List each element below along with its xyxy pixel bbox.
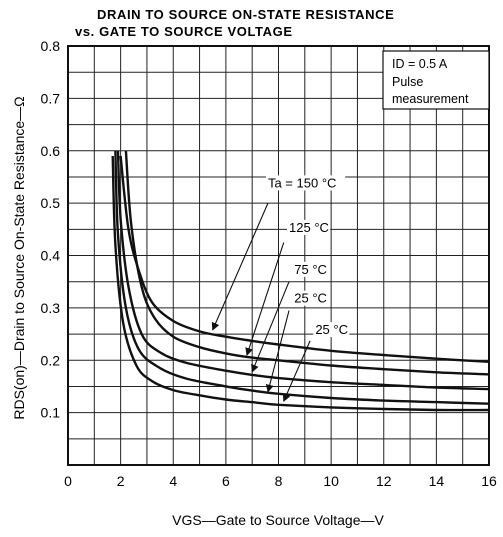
series-group: [111, 150, 490, 412]
annotation-label-bg: [292, 261, 329, 277]
annotations-group: Ta = 150 °C 125 °C 75 °C 25 °C 25 °C: [211, 175, 350, 403]
annotation-label-5: 25 °C: [315, 322, 348, 337]
x-tick-label: 0: [64, 473, 72, 489]
annotation-label-bg: [265, 175, 346, 191]
x-tick-label: 10: [323, 473, 339, 489]
y-tick-label: 0.3: [41, 300, 61, 316]
annotation-label-bg: [313, 322, 350, 338]
condition-id: ID = 0.5 A: [392, 57, 448, 71]
annotation-label-1: Ta = 150 °C: [268, 175, 336, 190]
x-tick-label: 2: [117, 473, 125, 489]
series-line-3: [116, 150, 490, 391]
chart-title-line2: vs. GATE TO SOURCE VOLTAGE: [75, 24, 293, 39]
y-tick-label: 0.1: [41, 405, 61, 421]
annotation-arrow-3: [251, 281, 290, 373]
x-axis-label: VGS—Gate to Source Voltage—V: [172, 512, 384, 528]
x-tick-label: 4: [169, 473, 177, 489]
annotation-arrow-4: [265, 310, 290, 393]
y-tick-label: 0.4: [41, 248, 61, 264]
annotation-label-4: 25 °C: [294, 291, 327, 306]
x-axis-ticks: 0 2 4 6 8 10 12 14 16: [64, 473, 497, 489]
annotation-arrow-2: [245, 242, 285, 356]
chart-title-line1: DRAIN TO SOURCE ON-STATE RESISTANCE: [97, 7, 394, 22]
x-tick-label: 6: [222, 473, 230, 489]
x-tick-label: 8: [275, 473, 283, 489]
y-tick-label: 0.6: [41, 143, 61, 159]
series-line-2: [124, 150, 490, 376]
y-tick-label: 0.8: [41, 38, 61, 54]
x-tick-label: 14: [429, 473, 445, 489]
y-tick-label: 0.5: [41, 195, 61, 211]
conditions-box: ID = 0.5 A Pulse measurement: [382, 50, 490, 110]
x-tick-label: 16: [481, 473, 497, 489]
y-tick-label: 0.7: [41, 90, 61, 106]
annotation-label-2: 125 °C: [289, 220, 329, 235]
plot-frame: [67, 45, 490, 466]
series-line-4: [114, 150, 490, 405]
condition-pulse: Pulse: [392, 75, 423, 89]
x-tick-label: 12: [376, 473, 392, 489]
annotation-arrow-1: [211, 202, 269, 331]
y-axis-ticks: 0.1 0.2 0.3 0.4 0.5 0.6 0.7 0.8: [41, 38, 61, 421]
series-line-5: [111, 155, 490, 412]
condition-measurement: measurement: [392, 92, 469, 106]
y-tick-label: 0.2: [41, 352, 61, 368]
conditions-box-frame: [382, 50, 490, 110]
annotation-arrow-5: [282, 340, 311, 403]
y-axis-label: RDS(on)—Drain to Source On-State Resista…: [11, 96, 27, 419]
annotation-label-3: 75 °C: [294, 262, 327, 277]
annotation-label-bg: [287, 219, 331, 235]
annotation-label-bg: [292, 290, 329, 306]
